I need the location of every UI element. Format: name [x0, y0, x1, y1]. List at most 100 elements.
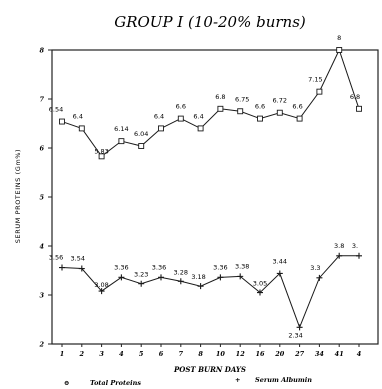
data-label: 3.05: [253, 280, 267, 288]
x-tick-label: 8: [198, 350, 203, 358]
data-label: 6.8: [215, 93, 225, 101]
data-label: 6.04: [134, 130, 148, 138]
data-point: [98, 288, 105, 295]
data-point: [217, 274, 224, 281]
x-tick-label: 16: [255, 350, 265, 358]
data-label: 6.8: [350, 93, 360, 101]
y-tick-label: 7: [39, 96, 44, 104]
series-total-proteins: 6.54 6.4 5.83 6.14 6.04 6.4 6.6 6.4 6.8 6.75 6.6 6.…: [49, 34, 362, 160]
data-label: 3.28: [174, 268, 188, 276]
data-label: 6.72: [273, 97, 287, 105]
data-point: [197, 125, 204, 132]
data-point: [138, 143, 145, 149]
data-label: 3.36: [213, 263, 227, 271]
data-label: 7.15: [308, 76, 322, 84]
data-point: [257, 289, 263, 296]
data-point: [59, 264, 65, 271]
data-point: [296, 324, 303, 331]
x-tick-label: 4: [357, 350, 362, 358]
chart-title: GROUP I (10-20% burns): [114, 13, 306, 31]
data-point: [98, 153, 105, 160]
series-line: [61, 48, 360, 158]
x-tick-label: 10: [216, 350, 226, 358]
series-serum-albumin: 3.56 3.54 3.08 3.36 3.23 3.36 3.283.18 3.36 3.38…: [49, 242, 362, 339]
data-point: [217, 105, 224, 112]
data-label: 6.6: [292, 103, 302, 111]
x-axis: 1 2 3 4 5 6 7 8 10 12 16 20 27 34 41 4: [60, 344, 362, 358]
data-point: [138, 280, 145, 287]
x-tick-label: 41: [335, 350, 344, 358]
x-tick-label: 4: [119, 350, 124, 358]
data-point: [356, 252, 362, 259]
data-label: 6.4: [73, 112, 83, 120]
data-label: 6.4: [154, 112, 164, 120]
data-label: 3.36: [152, 263, 166, 271]
x-axis-title: POST BURN DAYS: [173, 365, 246, 374]
data-label: 3.38: [235, 262, 249, 270]
legend-symbol-total-proteins: ⊖: [64, 379, 69, 387]
legend-label-total-proteins: Total Proteins: [90, 379, 141, 387]
x-tick-label: 20: [274, 350, 285, 358]
x-tick-label: 3: [99, 350, 104, 358]
data-point: [197, 283, 204, 290]
data-point: [158, 274, 164, 281]
data-point: [78, 265, 85, 272]
data-point: [276, 109, 283, 116]
x-tick-label: 2: [79, 350, 85, 358]
y-tick-label: 6: [39, 145, 44, 153]
data-point: [118, 138, 125, 145]
x-tick-label: 12: [236, 350, 246, 358]
data-point: [237, 273, 244, 280]
data-label: 6.54: [49, 106, 63, 114]
data-point: [158, 125, 164, 132]
x-tick-label: 5: [139, 350, 144, 358]
x-tick-label: 1: [60, 350, 65, 358]
data-point: [59, 118, 65, 125]
data-point: [237, 108, 244, 115]
data-label: 3.23: [134, 271, 148, 279]
data-label: 3.3: [310, 264, 320, 272]
y-axis: 2 3 4 5 6 7 8: [38, 47, 52, 349]
data-label: 6.14: [114, 125, 128, 133]
data-point: [316, 274, 323, 281]
legend: ⊖ Total Proteins + Serum Albumin: [64, 376, 312, 387]
data-label: 6.6: [176, 103, 186, 111]
data-label: 3.54: [71, 255, 85, 263]
data-label: 3.: [352, 242, 358, 250]
x-tick-label: 7: [179, 350, 184, 358]
data-label: 3.56: [49, 254, 63, 262]
data-point: [257, 115, 263, 122]
data-label: 5.83: [94, 147, 108, 155]
x-tick-label: 34: [315, 350, 325, 358]
data-point: [118, 274, 125, 281]
data-label: 3.08: [94, 281, 108, 289]
legend-label-serum-albumin: Serum Albumin: [255, 376, 312, 384]
data-point: [356, 105, 362, 112]
data-point: [296, 115, 303, 122]
data-point: [316, 88, 323, 95]
data-label: 3.36: [114, 263, 128, 271]
y-tick-label: 4: [39, 243, 44, 251]
x-tick-label: 27: [294, 350, 305, 358]
y-tick-label: 8: [39, 47, 44, 55]
y-tick-label: 5: [39, 194, 44, 202]
data-point: [276, 270, 283, 277]
data-point: [336, 252, 343, 259]
legend-symbol-serum-albumin: +: [235, 376, 240, 384]
series-line: [61, 255, 359, 329]
data-label: 2.34: [288, 331, 302, 339]
y-tick-label: 2: [38, 341, 44, 349]
data-point: [336, 47, 343, 53]
y-axis-title: SERUM PROTEINS (Gm%): [14, 149, 22, 243]
data-point: [177, 278, 184, 285]
data-point: [78, 125, 85, 132]
data-label: 3.8: [334, 242, 344, 250]
data-point: [177, 115, 184, 122]
data-label: 6.4: [193, 112, 203, 120]
data-label: 3.44: [273, 257, 287, 265]
y-tick-label: 3: [39, 292, 44, 300]
x-tick-label: 6: [159, 350, 164, 358]
data-label: 8: [337, 34, 341, 42]
data-label: 3.18: [191, 273, 205, 281]
